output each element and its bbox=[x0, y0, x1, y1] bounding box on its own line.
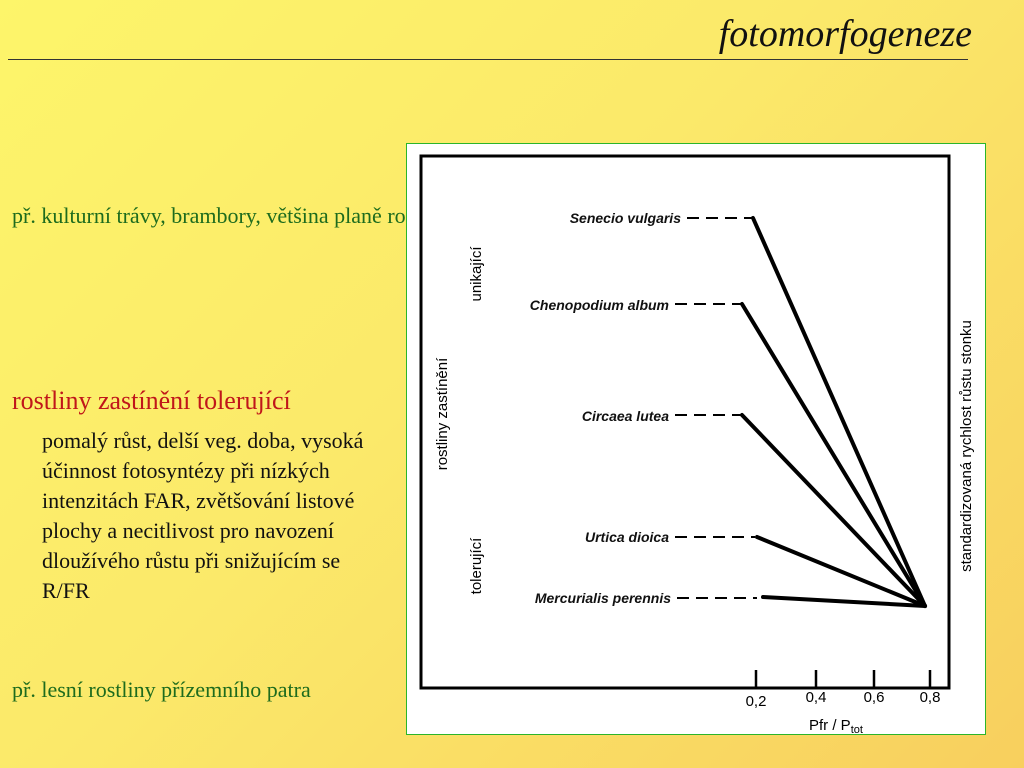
group-lower-label: tolerující bbox=[468, 537, 485, 595]
diagram-panel: 0,2 0,4 0,6 0,8 Pfr / Ptot rostliny zast… bbox=[406, 143, 986, 735]
x-tick-label-4: 0,8 bbox=[920, 689, 941, 706]
diagram-frame bbox=[419, 154, 951, 690]
species-label-senecio: Senecio vulgaris bbox=[570, 210, 681, 226]
species-label-circaea: Circaea lutea bbox=[582, 408, 669, 424]
species-label-urtica: Urtica dioica bbox=[585, 529, 669, 545]
response-line-circaea bbox=[740, 413, 927, 608]
example-tolerant-text: př. lesní rostliny přízemního patra bbox=[12, 677, 311, 702]
right-axis-label: standardizovaná rychlost růstu stonku bbox=[958, 320, 975, 572]
x-axis-label-main: Pfr / P bbox=[809, 717, 851, 734]
x-axis-label: Pfr / Ptot bbox=[809, 717, 863, 734]
slide-title: fotomorfogeneze bbox=[718, 13, 972, 55]
tolerant-description: pomalý růst, delší veg. doba, vysoká úči… bbox=[42, 428, 364, 603]
x-tick-marks bbox=[754, 670, 932, 688]
x-axis-label-subscript: tot bbox=[851, 724, 863, 734]
group-upper-label: unikající bbox=[468, 246, 485, 302]
x-tick-label-3: 0,6 bbox=[864, 689, 885, 706]
response-line-mercurialis bbox=[761, 595, 927, 608]
species-label-chenopodium: Chenopodium album bbox=[530, 297, 669, 313]
title-divider bbox=[8, 59, 968, 60]
x-tick-label-2: 0,4 bbox=[806, 689, 827, 706]
left-axis-label: rostliny zastínění bbox=[434, 357, 451, 470]
response-line-urtica bbox=[755, 535, 927, 608]
species-label-mercurialis: Mercurialis perennis bbox=[535, 590, 671, 606]
response-line-chenopodium bbox=[740, 302, 927, 608]
tolerant-heading: rostliny zastínění tolerující bbox=[12, 386, 291, 415]
shade-response-diagram: 0,2 0,4 0,6 0,8 Pfr / Ptot rostliny zast… bbox=[419, 154, 975, 734]
response-line-senecio bbox=[751, 216, 927, 608]
x-tick-label-1: 0,2 bbox=[746, 693, 767, 710]
